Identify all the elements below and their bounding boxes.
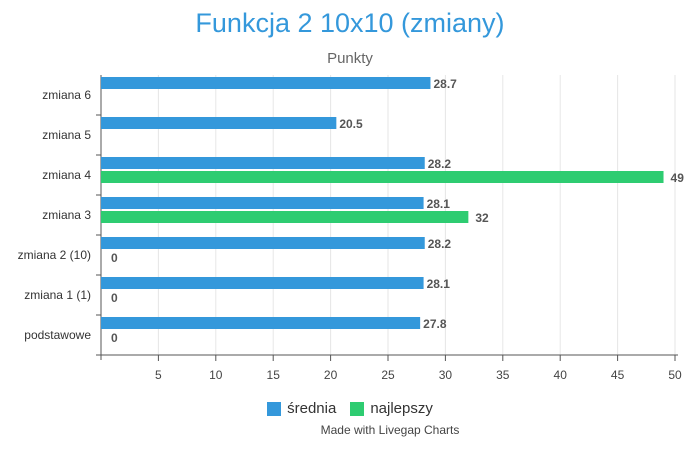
x-tick-label: 15	[267, 368, 281, 382]
bar-najlepszy[interactable]	[101, 211, 469, 223]
data-label: 27.8	[423, 317, 447, 331]
legend-label: średnia	[287, 400, 337, 417]
legend-item-najlepszy[interactable]: najlepszy	[350, 400, 433, 417]
x-tick-label: 30	[439, 368, 453, 382]
legend-swatch	[350, 401, 365, 416]
x-tick-label: 45	[611, 368, 625, 382]
data-label: 20.5	[339, 117, 363, 131]
legend-item-srednia[interactable]: średnia	[267, 400, 336, 417]
data-label: 28.2	[428, 237, 452, 251]
bar-srednia[interactable]	[101, 197, 424, 209]
x-tick-label: 25	[381, 368, 395, 382]
bar-srednia[interactable]	[101, 277, 424, 289]
credit-text: Made with Livegap Charts	[320, 423, 460, 437]
data-label: 0	[111, 291, 118, 305]
y-tick-label: zmiana 2 (10)	[18, 248, 91, 262]
data-label: 28.2	[428, 157, 452, 171]
y-tick-label: zmiana 4	[42, 168, 91, 182]
bar-srednia[interactable]	[101, 117, 337, 129]
y-tick-label: podstawowe	[24, 328, 91, 342]
legend: średnia najlepszy	[0, 400, 700, 417]
x-tick-label: 5	[155, 368, 162, 382]
x-tick-label: 50	[668, 368, 682, 382]
y-tick-label: zmiana 3	[42, 208, 91, 222]
x-tick-label: 35	[496, 368, 510, 382]
chart-subtitle: Punkty	[327, 50, 373, 67]
bar-najlepszy[interactable]	[101, 171, 664, 183]
bar-srednia[interactable]	[101, 237, 425, 249]
data-label: 28.1	[427, 277, 451, 291]
x-tick-label: 10	[209, 368, 223, 382]
legend-swatch	[267, 401, 282, 416]
y-tick-label: zmiana 6	[42, 88, 91, 102]
y-tick-label: zmiana 1 (1)	[24, 288, 91, 302]
data-label: 28.7	[433, 77, 457, 91]
bar-srednia[interactable]	[101, 317, 421, 329]
bar-srednia[interactable]	[101, 157, 425, 169]
legend-label: najlepszy	[370, 400, 433, 417]
data-label: 49	[671, 171, 685, 185]
data-label: 32	[475, 211, 489, 225]
data-label: 0	[111, 251, 118, 265]
bar-srednia[interactable]	[101, 77, 431, 89]
x-tick-label: 20	[324, 368, 338, 382]
data-label: 0	[111, 331, 118, 345]
x-tick-label: 40	[554, 368, 568, 382]
chart-title: Funkcja 2 10x10 (zmiany)	[195, 8, 505, 38]
data-label: 28.1	[427, 197, 451, 211]
y-tick-label: zmiana 5	[42, 128, 91, 142]
